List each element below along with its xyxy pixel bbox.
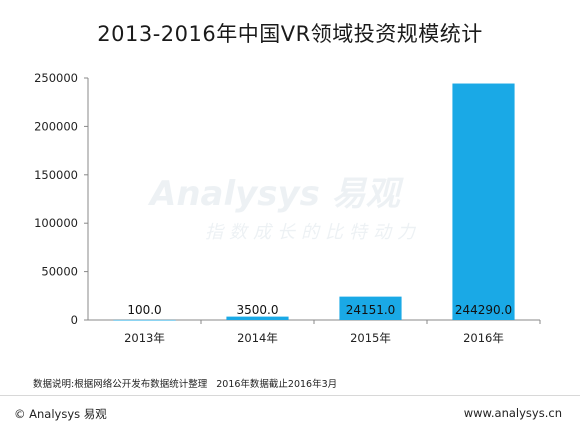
bar-labels: 100.0 3500.0 24151.0 244290.0 xyxy=(127,303,512,317)
y-tick-label: 100000 xyxy=(34,216,78,230)
footer-divider xyxy=(0,395,580,396)
data-label: 244290.0 xyxy=(455,303,512,317)
data-label: 100.0 xyxy=(127,303,161,317)
y-tick-label: 150000 xyxy=(34,168,78,182)
footer-copyright: © Analysys 易观 xyxy=(14,407,107,421)
chart-title: 2013-2016年中国VR领域投资规模统计 xyxy=(97,22,483,46)
bar-chart: Analysys 易观 指数成长的比特动力 0 50000 100000 150000… xyxy=(34,71,541,345)
footer-url[interactable]: www.analysys.cn xyxy=(463,406,562,420)
y-tick-label: 50000 xyxy=(41,265,78,279)
watermark: Analysys 易观 指数成长的比特动力 xyxy=(147,174,421,243)
note-source: 数据说明:根据网络公开发布数据统计整理 xyxy=(33,379,208,390)
data-label: 3500.0 xyxy=(237,303,279,317)
data-label: 24151.0 xyxy=(346,303,396,317)
x-tick-label: 2016年 xyxy=(463,331,504,345)
note-date: 2016年数据截止2016年3月 xyxy=(216,379,338,390)
x-axis: 2013年 2014年 2015年 2016年 xyxy=(88,319,541,345)
data-note: 数据说明:根据网络公开发布数据统计整理 2016年数据截止2016年3月 xyxy=(33,376,343,390)
watermark-brand: Analysys 易观 xyxy=(147,174,405,214)
x-tick-label: 2014年 xyxy=(237,331,278,345)
bars xyxy=(113,83,515,321)
y-tick-label: 200000 xyxy=(34,119,78,133)
x-tick-label: 2013年 xyxy=(124,331,165,345)
bar xyxy=(452,83,515,320)
y-tick-label: 0 xyxy=(71,313,78,327)
bar xyxy=(339,296,402,320)
x-tick-label: 2015年 xyxy=(350,331,391,345)
y-tick-label: 250000 xyxy=(34,71,78,85)
y-axis: 0 50000 100000 150000 200000 250000 xyxy=(34,71,89,327)
bar xyxy=(226,316,289,320)
watermark-slogan: 指数成长的比特动力 xyxy=(205,222,421,243)
bar xyxy=(113,319,176,321)
